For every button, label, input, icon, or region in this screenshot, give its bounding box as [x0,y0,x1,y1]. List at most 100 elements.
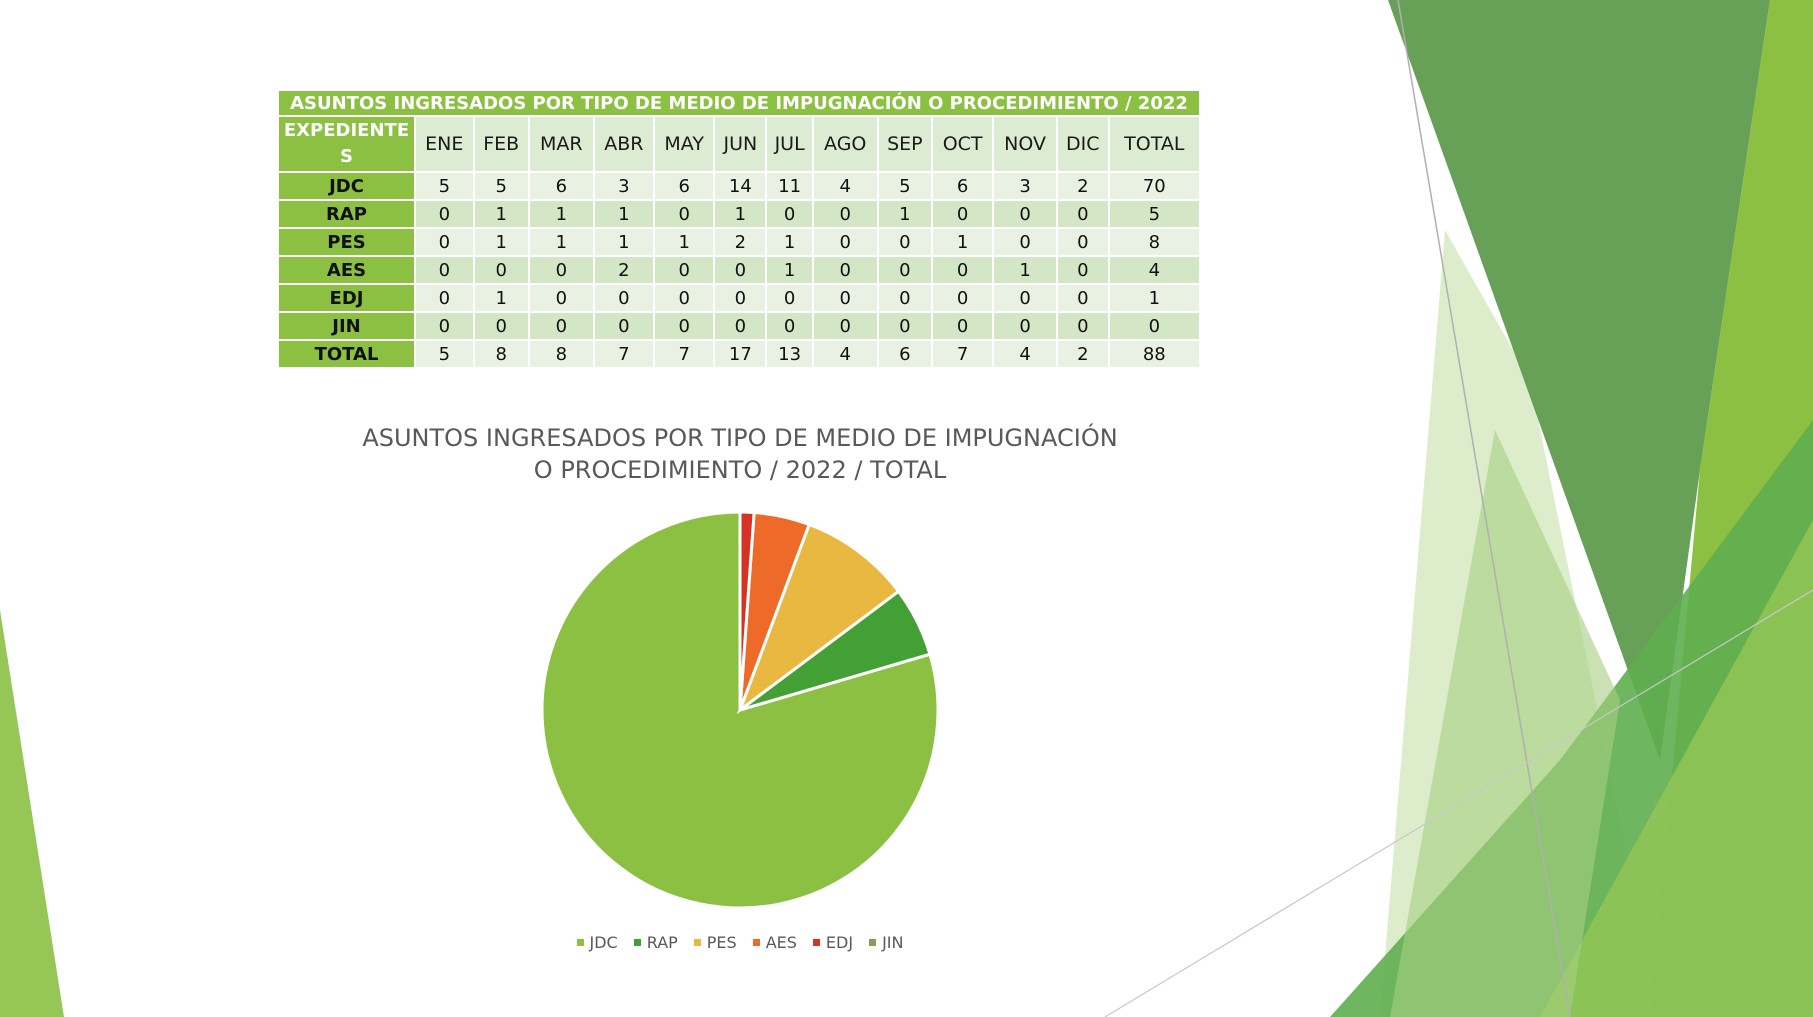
table-cell: 0 [654,285,714,311]
legend-swatch [752,938,760,946]
col-header: MAY [654,117,714,171]
chart-legend: JDC RAP PES AES EDJ JIN [560,930,920,954]
table-cell: 1 [654,229,714,255]
table-cell: 2 [1058,341,1108,367]
chart-title-line2: O PROCEDIMIENTO / 2022 / TOTAL [533,456,947,484]
table-cell: 0 [654,257,714,283]
table-cell: 2 [715,229,766,255]
table-cell: 8 [529,341,593,367]
legend-item-jdc: JDC [576,932,618,952]
table-cell: 0 [529,257,593,283]
table-cell: 3 [594,173,653,199]
legend-swatch [693,938,701,946]
table-cell: 1 [767,229,812,255]
table-cell: 0 [715,257,766,283]
table-cell: 0 [878,285,932,311]
col-header: AGO [813,117,877,171]
table-cell: 4 [994,341,1057,367]
left-green-shape [0,610,64,1017]
table-cell: 6 [878,341,932,367]
col-header: FEB [474,117,528,171]
table-cell: 0 [715,285,766,311]
table-cell: 0 [654,201,714,227]
table-cell: 0 [416,201,473,227]
table-cell: 0 [933,201,993,227]
table-cell: 8 [474,341,528,367]
table-cell: 0 [594,285,653,311]
legend-label: PES [706,932,737,952]
table-cell: 0 [1058,313,1108,339]
legend-swatch [812,938,820,946]
legend-item-edj: EDJ [812,933,853,952]
table-cell: 0 [767,313,812,339]
table-cell: 4 [813,173,877,199]
table-cell: 1 [474,201,528,227]
table-cell: 7 [933,341,993,367]
chart-title: ASUNTOS INGRESADOS POR TIPO DE MEDIO DE … [300,422,1180,486]
thin-line-1 [1397,0,1571,1017]
table-cell: 11 [767,173,812,199]
table-cell: 0 [1058,257,1108,283]
legend-swatch [869,938,877,946]
table-cell: 0 [715,313,766,339]
table-cell: 5 [416,173,473,199]
table-row: AES 0 0 0 2 0 0 1 0 0 0 1 0 4 [279,257,1199,283]
table-cell: 1 [529,201,593,227]
legend-swatch [576,938,584,946]
pie-chart [540,510,940,910]
legend-item-jin: JIN [869,933,903,952]
row-label: EDJ [279,285,414,311]
table-cell: 1 [594,201,653,227]
table-cell: 0 [416,285,473,311]
row-label: PES [279,229,414,255]
row-label: AES [279,257,414,283]
table-cell: 1 [878,201,932,227]
table-row: RAP 0 1 1 1 0 1 0 0 1 0 0 0 5 [279,201,1199,227]
table-header-row: EXPEDIENTES ENE FEB MAR ABR MAY JUN JUL … [279,117,1199,171]
table-cell: 0 [474,257,528,283]
table-cell: 0 [416,229,473,255]
table-row: TOTAL 5 8 8 7 7 17 13 4 6 7 4 2 88 [279,341,1199,367]
table-cell: 0 [1058,201,1108,227]
table-cell: 1 [767,257,812,283]
table-cell: 0 [416,257,473,283]
row-label: RAP [279,201,414,227]
table-row: JIN 0 0 0 0 0 0 0 0 0 0 0 0 0 [279,313,1199,339]
table-title: ASUNTOS INGRESADOS POR TIPO DE MEDIO DE … [279,91,1199,115]
table-cell: 17 [715,341,766,367]
table-cell: 0 [933,257,993,283]
legend-label: JIN [882,932,904,952]
table-cell: 0 [813,201,877,227]
table-cell: 0 [1109,313,1199,339]
table-cell: 14 [715,173,766,199]
legend-item-aes: AES [752,932,797,952]
legend-label: AES [765,932,797,952]
table-cell: 0 [529,313,593,339]
data-table: ASUNTOS INGRESADOS POR TIPO DE MEDIO DE … [277,89,1201,369]
table-cell: 1 [715,201,766,227]
table-cell: 0 [474,313,528,339]
col-header: NOV [994,117,1057,171]
table-cell: 0 [994,229,1057,255]
col-header: JUN [715,117,766,171]
table-cell: 0 [878,313,932,339]
chart-title-line1: ASUNTOS INGRESADOS POR TIPO DE MEDIO DE … [362,424,1118,452]
legend-label: RAP [646,932,678,952]
table-cell: 0 [813,313,877,339]
table-cell: 2 [594,257,653,283]
col-header: JUL [767,117,812,171]
table-cell: 0 [994,285,1057,311]
table-cell: 1 [1109,285,1199,311]
col-header: ABR [594,117,653,171]
table-cell: 0 [1058,229,1108,255]
table-cell: 0 [594,313,653,339]
table-cell: 4 [813,341,877,367]
col-header: OCT [933,117,993,171]
table-cell: 6 [529,173,593,199]
table-cell: 2 [1058,173,1108,199]
row-label: TOTAL [279,341,414,367]
table-cell: 0 [529,285,593,311]
table-cell: 0 [994,313,1057,339]
legend-label: JDC [589,932,618,952]
